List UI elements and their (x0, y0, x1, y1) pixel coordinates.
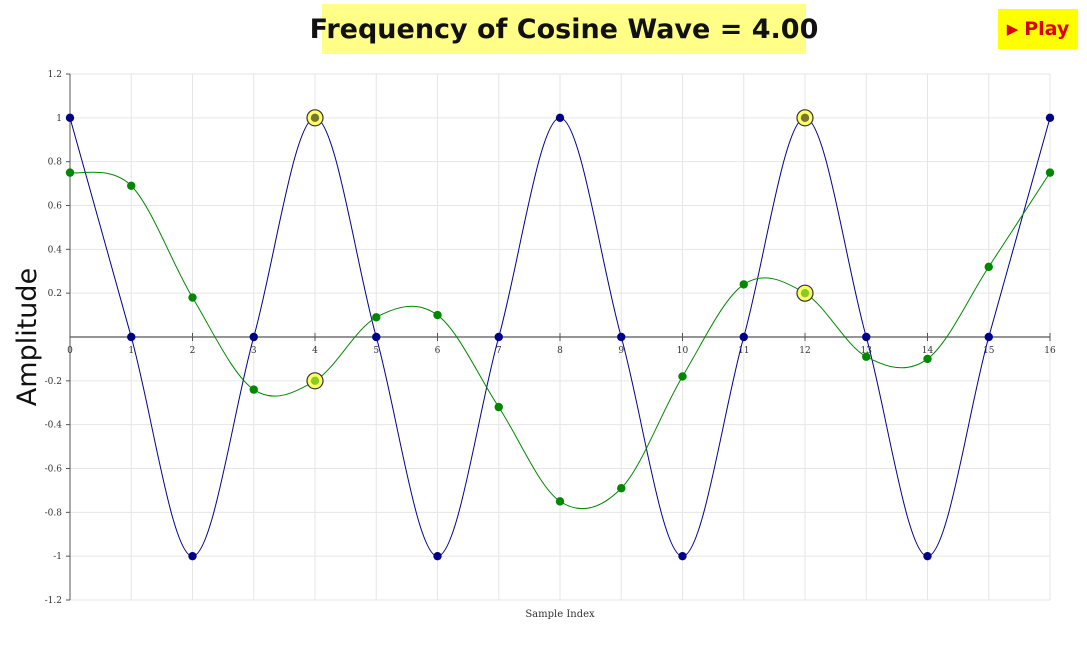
series-0-point (555, 113, 565, 123)
x-tick-label: 16 (1044, 346, 1056, 356)
series-0-point (800, 113, 810, 123)
series-0-point (739, 332, 748, 342)
y-tick-label: 0.8 (48, 158, 63, 168)
series-0-point (678, 551, 687, 561)
series-1-point (678, 372, 687, 381)
series-1-point (310, 376, 320, 386)
x-tick-label: 7 (496, 346, 502, 356)
y-tick-label: 0.6 (48, 202, 63, 212)
x-tick-label: 8 (557, 346, 563, 356)
series-1-point (127, 181, 136, 190)
series-0-point (433, 551, 442, 561)
series-1-point (65, 168, 75, 177)
series-1-point (617, 484, 626, 493)
chart: 0 1 2 3 4 5 6 7 8 9 10 11 12 13 14 15 161.210.80.60.40.2… (12, 70, 1056, 620)
x-tick-label: 10 (677, 346, 689, 356)
x-tick-label: 5 (373, 346, 379, 356)
series-0-point (188, 551, 197, 561)
series-0-point (1045, 113, 1055, 123)
series-1-point (923, 354, 932, 364)
series-0-point (923, 551, 932, 561)
series-1-point (188, 293, 197, 302)
series-0-point (617, 332, 626, 342)
y-tick-label: 0.2 (48, 289, 62, 299)
x-tick-label: 6 (435, 346, 441, 356)
x-tick-label: 12 (799, 346, 810, 356)
series-1-point (555, 497, 565, 506)
y-tick-label: -0.6 (45, 465, 63, 475)
y-tick-label: -1 (53, 552, 62, 562)
page-title: Frequency of Cosine Wave = 4.00 (309, 13, 819, 45)
y-tick-label: 1 (56, 114, 62, 124)
x-tick-label: 1 (128, 346, 134, 356)
x-tick-label: 4 (312, 346, 318, 356)
series-0-point (984, 332, 993, 342)
series-1-point (739, 280, 748, 289)
x-tick-label: 11 (738, 346, 749, 356)
x-tick-label: 15 (983, 346, 995, 356)
y-axis-title: Amplitude (12, 268, 43, 406)
title-banner: Frequency of Cosine Wave = 4.00 (310, 4, 818, 54)
x-axis-title: Sample Index (525, 609, 595, 620)
series-0-point (310, 113, 320, 123)
play-button[interactable]: ▶ Play (998, 9, 1078, 49)
x-tick-label: 0 (67, 346, 73, 356)
y-tick-label: -0.2 (45, 377, 62, 387)
series-0-point (65, 113, 75, 123)
play-icon: ▶ (1006, 20, 1019, 38)
y-tick-label: -0.8 (45, 508, 63, 518)
series-0-point (249, 332, 258, 342)
series-1-point (1045, 168, 1055, 177)
x-tick-label: 2 (190, 346, 196, 356)
series-1-point (249, 385, 258, 394)
series-1-point (984, 262, 993, 272)
play-button-label: Play (1024, 18, 1070, 40)
series-0-point (494, 332, 503, 342)
x-tick-label: 3 (251, 346, 257, 356)
y-tick-label: 0.4 (48, 245, 63, 255)
x-tick-label: 9 (618, 346, 624, 356)
x-tick-label: 13 (861, 346, 873, 356)
series-0-point (862, 332, 871, 342)
y-tick-label: 1.2 (48, 70, 62, 80)
series-1-point (372, 313, 381, 322)
y-tick-label: -1.2 (45, 596, 62, 606)
x-tick-label: 14 (922, 346, 934, 356)
series-1-point (494, 402, 503, 412)
series-0-point (372, 332, 381, 342)
series-1-point (433, 310, 442, 320)
series-0-point (127, 332, 136, 342)
series-1-point (800, 288, 810, 298)
series-1-point (862, 352, 871, 361)
y-tick-label: -0.4 (45, 421, 63, 431)
